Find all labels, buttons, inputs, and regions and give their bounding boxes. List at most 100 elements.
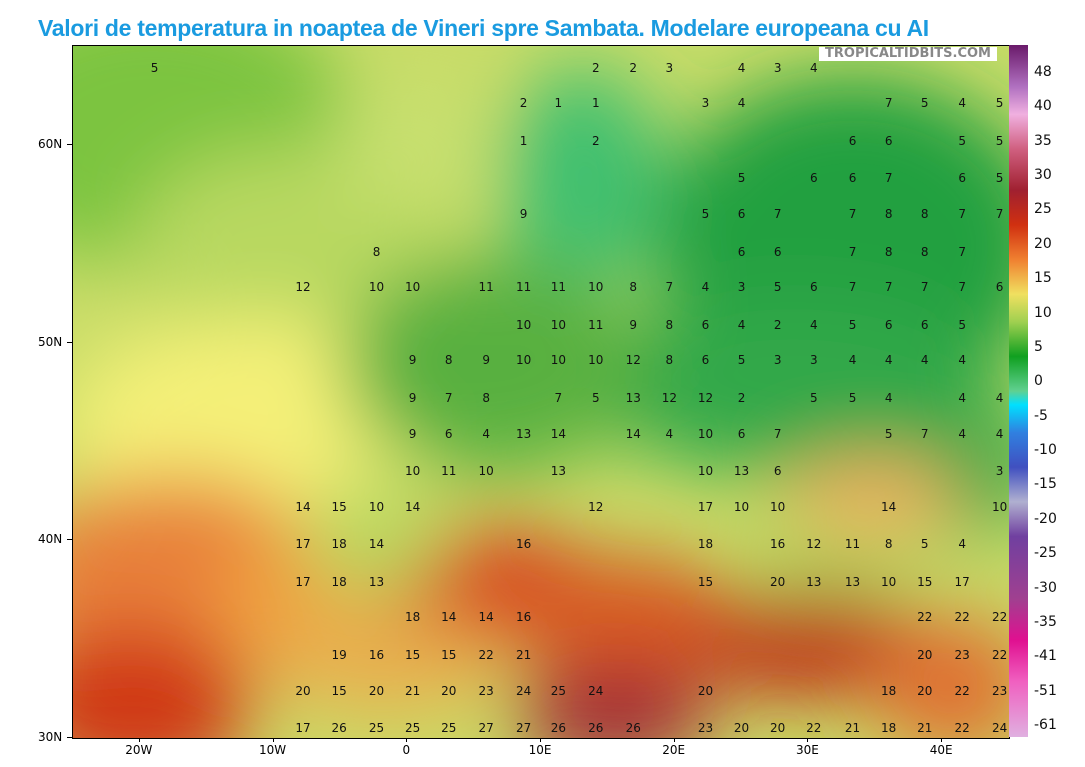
temperature-value: 10: [404, 464, 421, 479]
temperature-value: 4: [809, 60, 818, 75]
temperature-value: 3: [809, 353, 818, 368]
temperature-value: 16: [770, 537, 786, 552]
colorbar-tick-label: -5: [1034, 407, 1048, 424]
temperature-value: 6: [737, 426, 746, 441]
temperature-value: 15: [404, 647, 421, 662]
temperature-value: 10: [515, 353, 532, 368]
lat-tick-label: 50N: [38, 334, 63, 349]
temperature-value: 11: [844, 537, 861, 552]
temperature-value: 21: [404, 683, 421, 698]
temperature-value: 7: [884, 171, 893, 186]
colorbar-tick-label: -30: [1034, 579, 1057, 596]
temperature-value: 5: [848, 317, 857, 332]
temperature-value: 3: [665, 60, 674, 75]
temperature-value: 13: [368, 574, 385, 589]
temperature-value: 20: [770, 574, 786, 589]
temperature-value: 14: [550, 426, 567, 441]
temperature-value: 12: [625, 353, 641, 368]
temperature-value: 4: [848, 353, 857, 368]
temperature-value: 5: [995, 171, 1004, 186]
temperature-value: 7: [884, 280, 893, 295]
temperature-value: 7: [920, 426, 929, 441]
temperature-value: 5: [995, 96, 1004, 111]
temperature-value: 14: [881, 499, 897, 514]
temperature-value: 5: [920, 96, 929, 111]
temperature-value: 12: [806, 537, 822, 552]
temperature-value: 3: [737, 280, 746, 295]
temperature-value: 4: [701, 280, 710, 295]
temperature-value: 13: [806, 574, 822, 589]
temperature-value: 23: [954, 647, 970, 662]
temperature-value: 10: [368, 499, 385, 514]
lon-tick-label: 30E: [795, 743, 819, 757]
temperature-value: 25: [550, 683, 567, 698]
temperature-value: 10: [550, 317, 567, 332]
colorbar-tick-label: 10: [1034, 304, 1052, 321]
temperature-value: 7: [848, 207, 857, 222]
colorbar-tick-label: -25: [1034, 545, 1057, 562]
temperature-value: 10: [991, 499, 1008, 514]
temperature-value: 2: [737, 390, 746, 405]
temperature-value: 7: [848, 244, 857, 259]
temperature-value: 8: [665, 353, 674, 368]
temperature-value: 6: [884, 317, 893, 332]
temperature-value: 20: [697, 683, 714, 698]
colorbar-tick-label: 0: [1034, 373, 1043, 390]
temperature-value: 6: [701, 317, 710, 332]
temperature-value: 6: [809, 280, 818, 295]
temperature-value: 18: [881, 683, 897, 698]
temperature-value: 13: [844, 574, 861, 589]
temperature-value: 9: [408, 426, 417, 441]
temperature-value: 14: [478, 610, 494, 625]
temperature-value: 10: [881, 574, 897, 589]
temperature-value: 8: [920, 244, 929, 259]
temperature-value: 6: [737, 244, 746, 259]
temperature-value: 15: [441, 647, 457, 662]
temperature-value: 7: [920, 280, 929, 295]
temperature-value: 10: [733, 499, 750, 514]
temperature-value: 8: [482, 390, 490, 405]
temperature-value: 5: [848, 390, 857, 405]
temperature-value: 10: [404, 280, 421, 295]
temperature-value: 11: [515, 280, 532, 295]
temperature-value: 4: [884, 353, 893, 368]
temperature-value: 14: [625, 426, 641, 441]
temperature-value: 4: [482, 426, 490, 441]
temperature-value: 14: [295, 499, 311, 514]
temperature-value: 10: [588, 353, 604, 368]
colorbar-tick-label: 20: [1034, 235, 1052, 252]
temperature-value: 2: [773, 317, 782, 332]
temperature-value: 2: [519, 96, 528, 111]
temperature-value: 13: [625, 390, 641, 405]
temperature-value: 7: [958, 207, 967, 222]
temperature-value: 6: [920, 317, 929, 332]
temperature-value: 27: [515, 721, 532, 736]
temperature-value: 4: [958, 390, 967, 405]
temperature-value: 22: [991, 647, 1008, 662]
temperature-value: 15: [331, 499, 347, 514]
temperature-value: 4: [809, 317, 818, 332]
temperature-value: 8: [884, 207, 893, 222]
lon-tick: [272, 738, 274, 742]
temperature-value: 22: [917, 610, 933, 625]
temperature-value: 14: [404, 499, 421, 514]
temperature-value: 15: [697, 574, 714, 589]
temperature-value: 1: [591, 96, 600, 111]
lat-tick-label: 60N: [38, 136, 63, 151]
temperature-value: 4: [737, 317, 746, 332]
colorbar-tick-label: -20: [1034, 510, 1057, 527]
colorbar-tick-label: -41: [1034, 648, 1057, 665]
temperature-value: 6: [444, 426, 453, 441]
temperature-value: 3: [773, 60, 782, 75]
temperature-value: 5: [701, 207, 710, 222]
watermark: TROPICALTIDBITS.COM: [819, 47, 997, 61]
temperature-value: 10: [770, 499, 786, 514]
lon-tick: [406, 738, 408, 742]
temperature-value: 7: [773, 207, 782, 222]
temperature-value: 7: [958, 244, 967, 259]
temperature-value: 9: [408, 353, 417, 368]
temperature-value: 3: [701, 96, 710, 111]
temperature-value: 12: [295, 280, 311, 295]
temperature-value: 22: [954, 610, 970, 625]
lat-tick-label: 30N: [38, 730, 63, 744]
